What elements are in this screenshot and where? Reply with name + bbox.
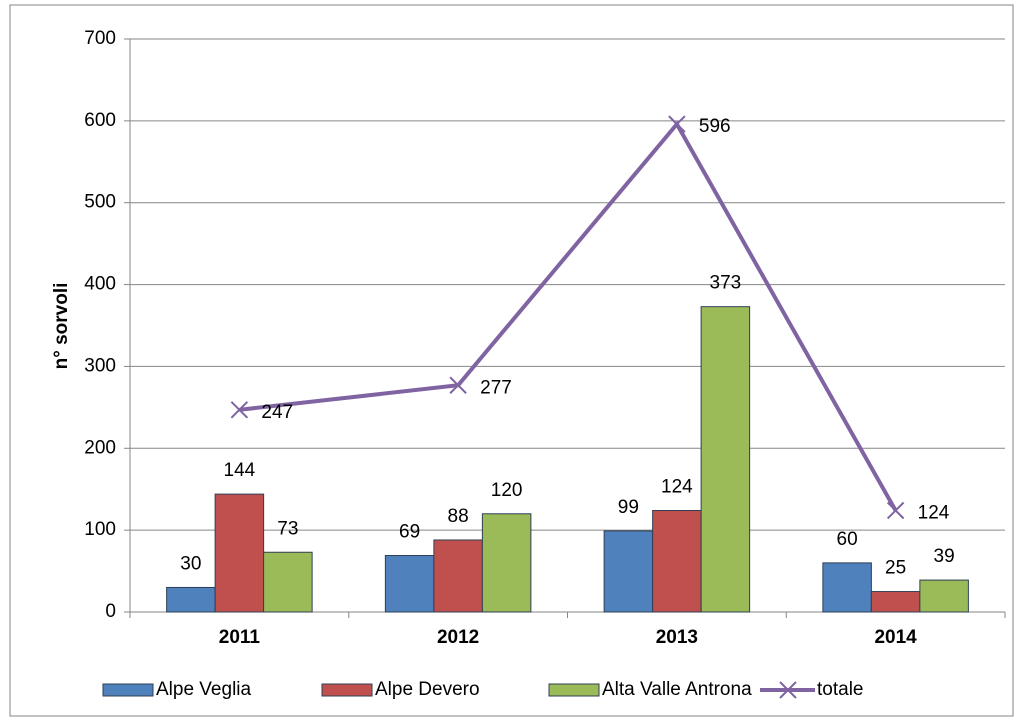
legend-marker [779,681,797,699]
y-tick-label: 700 [84,28,116,49]
value-label: 144 [224,460,256,481]
value-label: 124 [661,477,693,498]
x-tick-label: 2013 [656,627,698,648]
value-label: 373 [710,273,742,294]
value-label: 596 [699,116,731,137]
value-label: 99 [618,497,639,518]
value-label: 39 [934,546,955,567]
y-tick-label: 400 [84,274,116,295]
x-tick-label: 2014 [874,627,917,648]
value-label: 25 [885,558,906,579]
x-tick-label: 2012 [437,627,479,648]
bar [652,509,702,613]
marker [230,401,249,419]
bar [822,562,872,613]
bar [384,555,435,613]
x-tick-label: 2011 [219,627,261,648]
y-tick-label: 200 [84,437,116,458]
legend-label: totale [817,679,863,700]
marker [668,115,686,133]
legend-label: Alpe Devero [375,679,480,700]
bar [433,539,483,613]
legend-swatch [548,683,600,697]
bar [700,306,751,613]
marker [886,501,905,520]
y-tick-label: 300 [84,355,116,376]
y-axis-label: n° sorvoli [51,283,72,370]
bar [166,586,216,613]
line [239,120,898,512]
legend-swatch [102,683,154,697]
bar [919,579,969,613]
value-label: 30 [180,553,201,574]
value-label: 120 [491,480,523,501]
value-label: 69 [399,522,420,543]
bar [870,591,921,613]
bar [214,493,265,613]
marker [449,376,467,394]
legend-swatch [321,683,373,697]
value-label: 277 [480,377,512,398]
bar [603,530,654,613]
value-label: 247 [261,402,293,423]
bar [481,513,532,613]
legend-label: Alpe Veglia [156,679,252,700]
bar [263,551,313,613]
legend-label: Alta Valle Antrona [602,679,752,700]
value-label: 60 [837,529,858,550]
value-label: 88 [448,506,469,527]
y-tick-label: 600 [84,110,116,131]
value-label: 124 [918,503,950,524]
y-tick-label: 500 [84,192,116,213]
y-tick-label: 0 [105,601,116,622]
value-label: 73 [277,518,298,539]
y-tick-label: 100 [84,519,116,540]
